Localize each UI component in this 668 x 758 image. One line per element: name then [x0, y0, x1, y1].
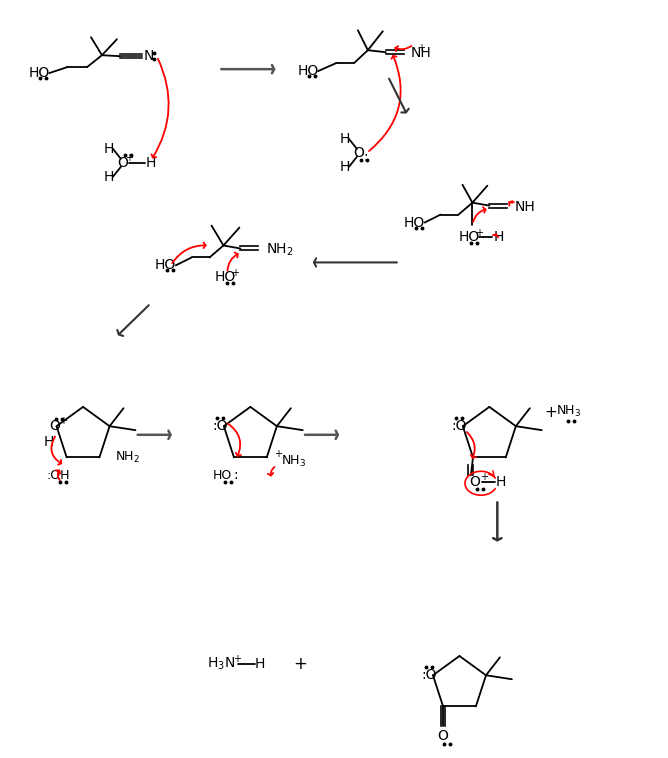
- Text: O: O: [118, 156, 128, 170]
- Text: +: +: [233, 654, 241, 664]
- Text: HO: HO: [155, 258, 176, 272]
- Text: +: +: [231, 268, 239, 278]
- Text: H: H: [340, 160, 350, 174]
- Text: +: +: [480, 472, 488, 482]
- Text: H: H: [493, 230, 504, 243]
- Text: NH: NH: [411, 46, 432, 60]
- Text: H: H: [496, 475, 506, 489]
- Text: H: H: [104, 170, 114, 183]
- Text: HO: HO: [459, 230, 480, 243]
- Text: H: H: [146, 156, 156, 170]
- Text: NH: NH: [514, 199, 535, 214]
- Text: NH$_3$: NH$_3$: [556, 404, 582, 419]
- Text: O: O: [438, 729, 448, 744]
- Text: H$_3$N: H$_3$N: [207, 656, 235, 672]
- Text: :O: :O: [422, 669, 437, 682]
- Text: :O: :O: [212, 419, 228, 433]
- Text: HO: HO: [29, 66, 50, 80]
- Text: +: +: [476, 227, 484, 237]
- Text: +: +: [417, 43, 425, 53]
- Text: HO: HO: [215, 271, 236, 284]
- Text: +: +: [274, 449, 282, 459]
- Text: :: :: [234, 468, 238, 482]
- Text: O: O: [470, 475, 480, 489]
- Text: H: H: [340, 132, 350, 146]
- Text: NH$_3$: NH$_3$: [281, 454, 306, 469]
- Text: +: +: [125, 153, 133, 163]
- Text: NH$_2$: NH$_2$: [116, 449, 140, 465]
- Text: O: O: [353, 146, 364, 160]
- Text: HO: HO: [297, 64, 319, 78]
- Text: :OH: :OH: [47, 468, 70, 482]
- Text: H: H: [104, 142, 114, 156]
- Text: :O: :O: [451, 419, 467, 433]
- Text: H: H: [255, 657, 265, 671]
- Text: O: O: [49, 419, 60, 433]
- Text: +: +: [293, 655, 307, 673]
- Text: NH$_2$: NH$_2$: [267, 241, 294, 258]
- Text: HO: HO: [212, 468, 232, 482]
- Text: H: H: [43, 435, 53, 449]
- Text: +: +: [59, 416, 67, 426]
- Text: HO: HO: [404, 215, 426, 230]
- Text: :: :: [363, 150, 368, 164]
- Text: +: +: [544, 406, 558, 421]
- Text: N: N: [144, 49, 154, 63]
